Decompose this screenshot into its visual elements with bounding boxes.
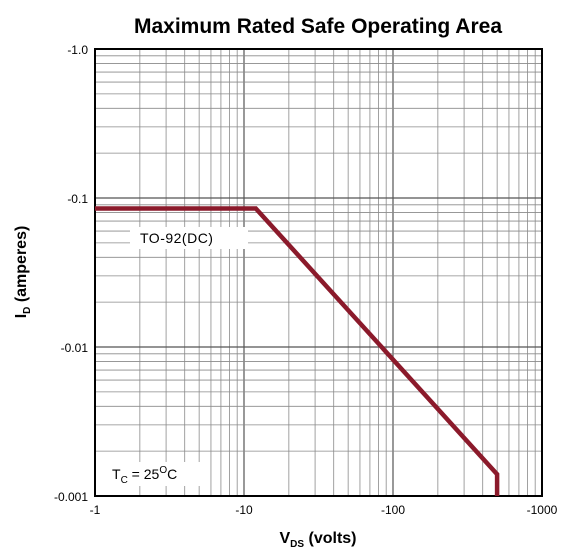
x-axis-label: VDS (volts) <box>279 530 356 550</box>
x-tick-label: -10 <box>235 503 253 517</box>
series-label-bg <box>130 227 248 249</box>
y-tick-label: -0.01 <box>61 341 89 355</box>
series-label: TO-92(DC) <box>140 230 213 246</box>
y-axis-label-rest: (amperes) <box>13 226 30 307</box>
y-tick-label: -1.0 <box>67 43 88 57</box>
condition-main: T <box>112 466 121 482</box>
series-layer <box>95 206 500 496</box>
condition-label: TC = 25OC <box>112 465 177 486</box>
y-axis-label-sub: D <box>22 307 33 314</box>
series-line <box>95 206 500 496</box>
chart-title: Maximum Rated Safe Operating Area <box>134 15 502 38</box>
y-axis-label-main: I <box>13 314 30 318</box>
condition-end: C <box>167 466 177 482</box>
x-tick-label: -1000 <box>527 503 558 517</box>
y-tick-label: -0.001 <box>54 490 88 504</box>
condition-sub: C <box>121 475 128 486</box>
y-axis-label: ID (amperes) <box>13 226 33 319</box>
condition-sup: O <box>159 465 167 476</box>
x-axis-label-sub: DS <box>290 539 304 550</box>
x-axis-label-main: V <box>279 530 290 547</box>
x-tick-label: -100 <box>381 503 405 517</box>
x-axis-label-rest: (volts) <box>304 530 356 547</box>
condition-mid: = 25 <box>128 466 160 482</box>
plot-frame <box>94 48 543 497</box>
grid <box>95 49 542 496</box>
y-tick-label: -0.1 <box>67 192 88 206</box>
condition-label-bg <box>105 462 210 486</box>
tick-labels: -1 -10 -100 -1000 -0.001 -0.01 -0.1 -1.0 <box>54 43 558 517</box>
x-tick-label: -1 <box>90 503 101 517</box>
